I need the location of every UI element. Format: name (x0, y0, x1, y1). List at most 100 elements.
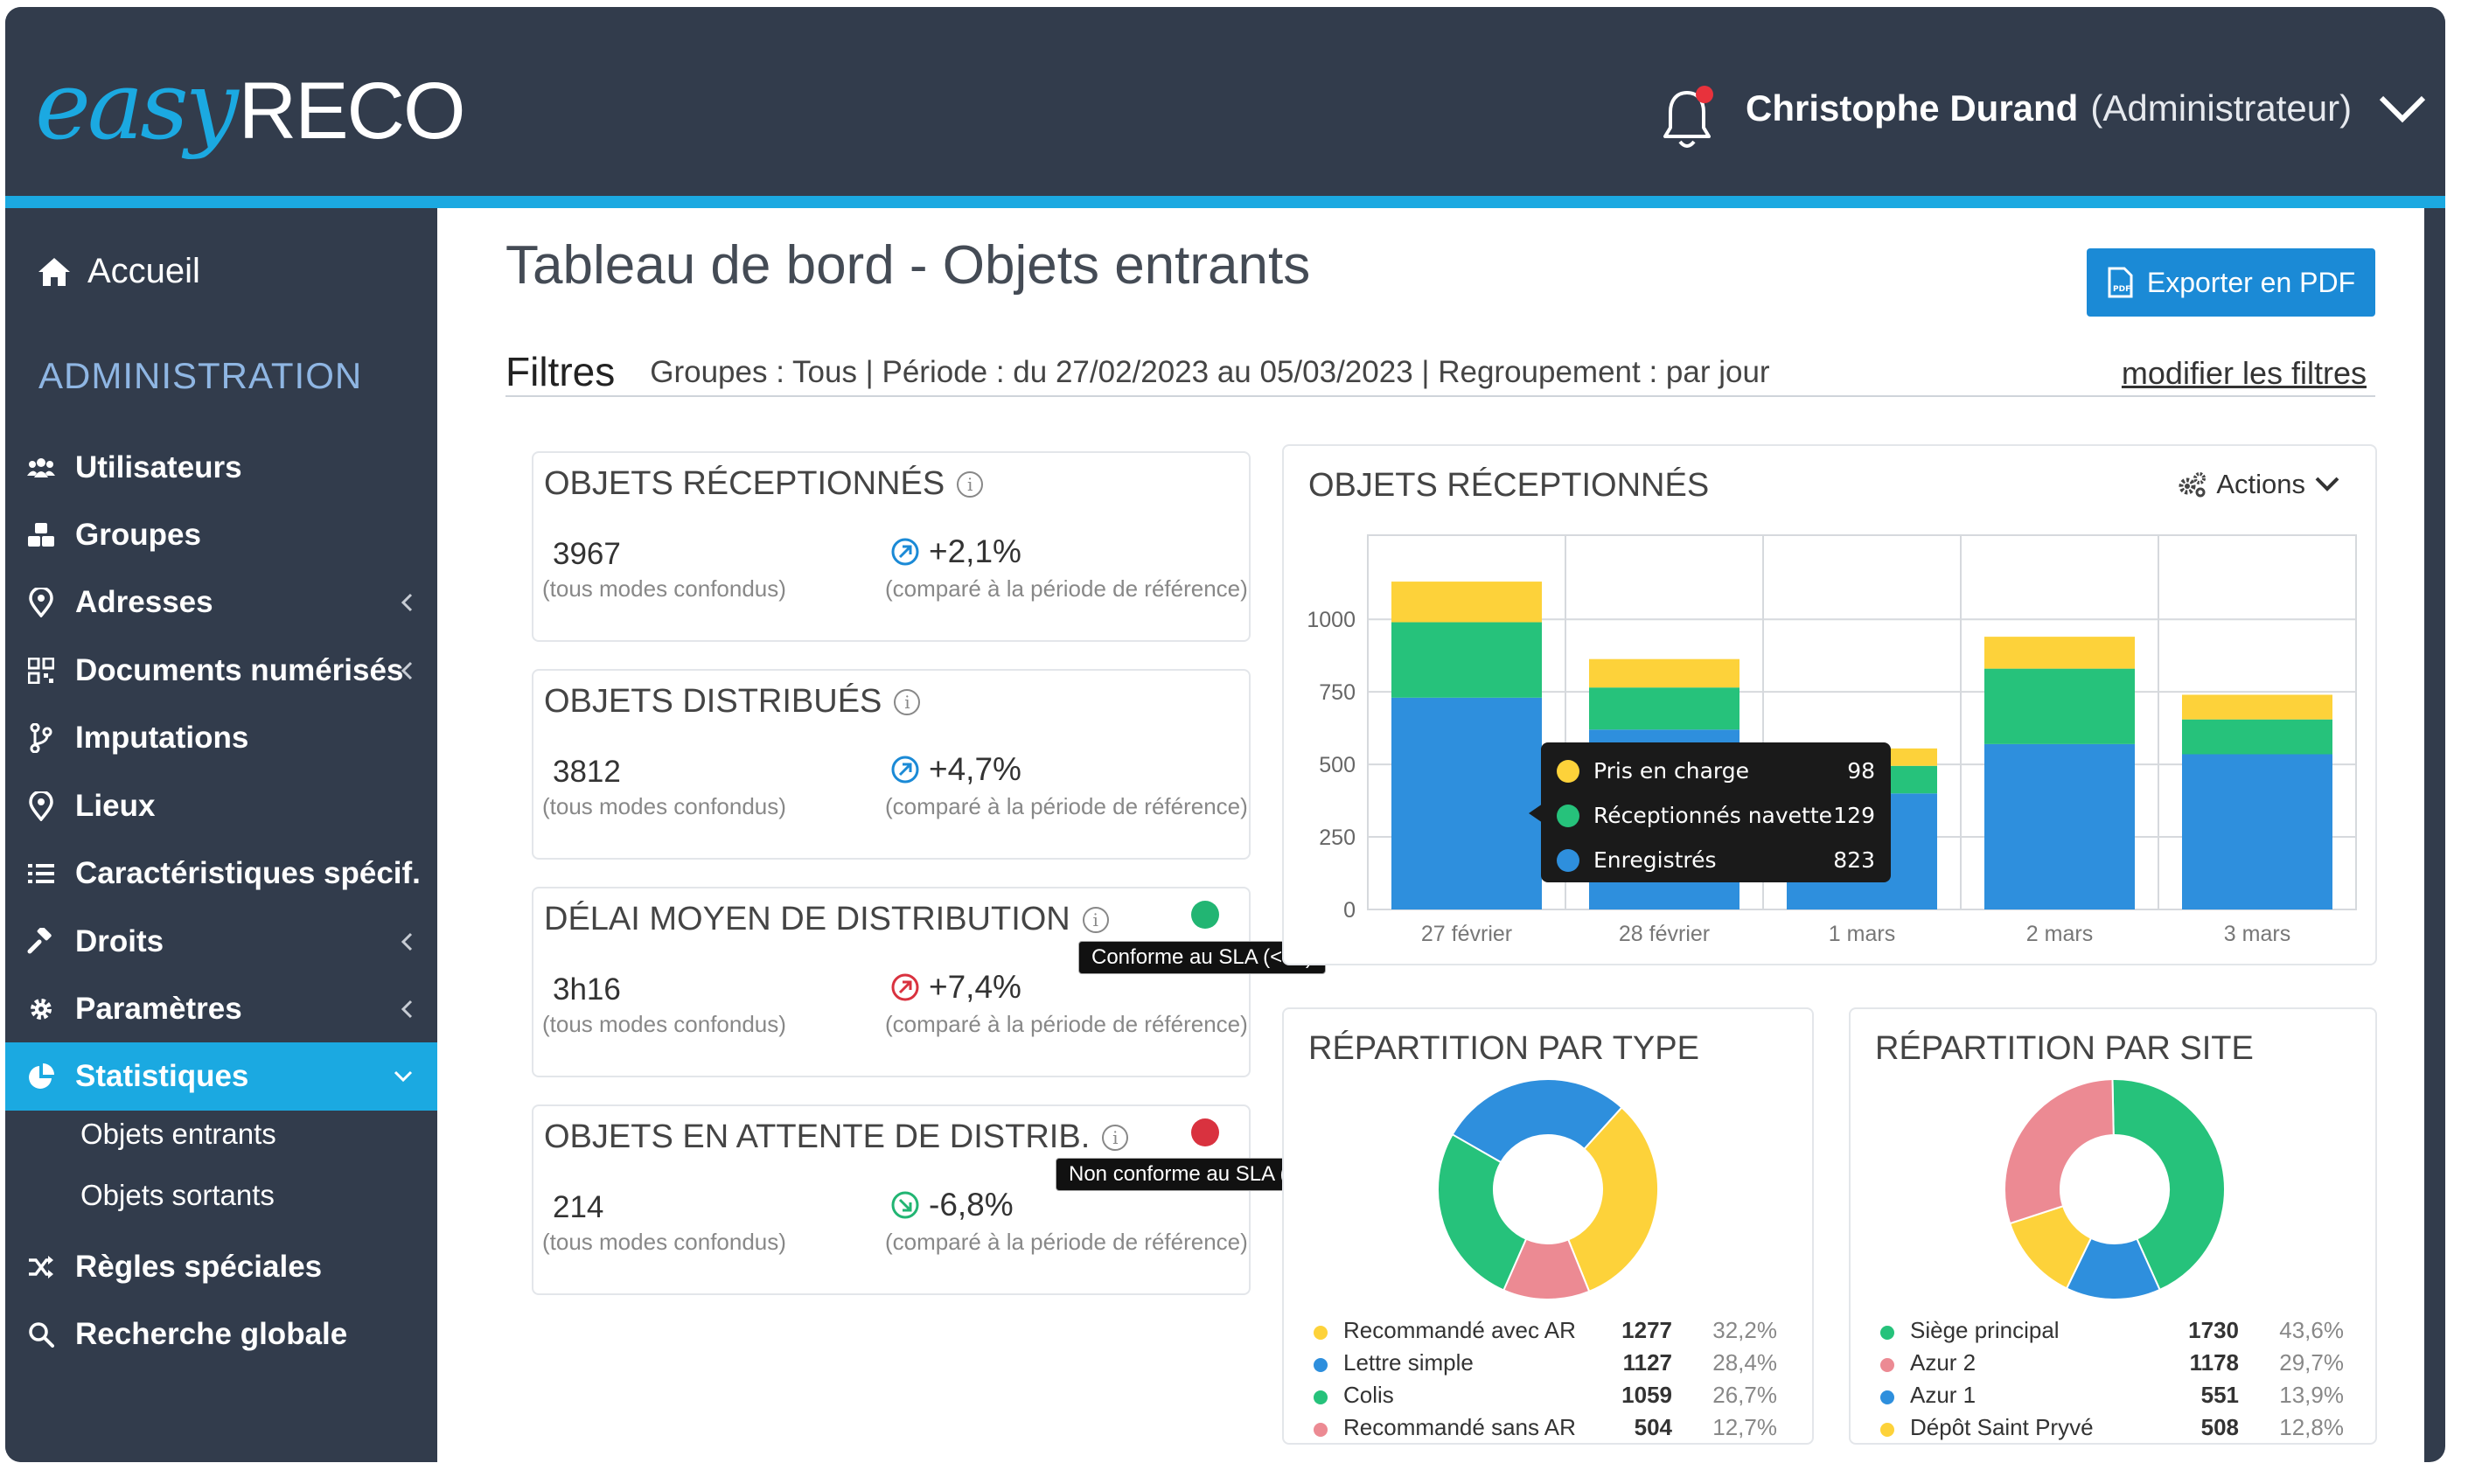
sidebar-item-home[interactable]: Accueil (37, 252, 200, 291)
type-donut-chart (1437, 1078, 1659, 1300)
bar-segment (1391, 697, 1542, 909)
sidebar-item-special-rules[interactable]: Règles spéciales (5, 1233, 437, 1301)
tooltip-series-value: 823 (1833, 847, 1875, 873)
sidebar-item-label: Imputations (75, 721, 249, 755)
sidebar-item-label: Statistiques (75, 1059, 249, 1093)
actions-menu[interactable]: Actions (2178, 469, 2340, 500)
sidebar-item-label: Documents numérisés (75, 653, 404, 687)
kpi-change-note: (comparé à la période de référence) (885, 793, 1248, 819)
sidebar-item-label: Paramètres (75, 992, 242, 1026)
gear-icon (31, 999, 52, 1020)
svg-text:PDF: PDF (2113, 285, 2130, 294)
sidebar-item-label: Adresses (75, 585, 213, 619)
legend-label: Colis (1343, 1382, 1394, 1408)
map-pin-icon (29, 791, 53, 821)
app-window: easy RECO Christophe Durand (Administrat… (5, 7, 2445, 1462)
sidebar-item-global-search[interactable]: Recherche globale (5, 1300, 437, 1369)
sidebar-item-imputations[interactable]: Imputations (5, 704, 437, 772)
sidebar-item-addresses[interactable]: Adresses (5, 568, 437, 637)
sidebar-section-title: ADMINISTRATION (38, 355, 363, 396)
sidebar-item-specific-features[interactable]: Caractéristiques spécif. (5, 840, 437, 908)
chevron-left-icon (401, 661, 413, 680)
chevron-left-icon (401, 1000, 413, 1019)
gears-icon (2179, 472, 2207, 498)
sidebar-item-label: Recherche globale (75, 1317, 348, 1351)
info-icon[interactable]: i (1082, 906, 1109, 933)
kpi-title: OBJETS EN ATTENTE DE DISTRIB. (544, 1118, 1091, 1155)
groups-icon (28, 523, 54, 547)
tooltip-swatch (1557, 849, 1579, 872)
kpi-change: +7,4% (929, 969, 1021, 1005)
sidebar: Accueil ADMINISTRATION Utilisateurs Grou… (5, 208, 437, 1462)
bar-segment (1589, 658, 1739, 688)
users-icon (27, 458, 55, 477)
kpi-value: 3812 (553, 755, 621, 789)
chevron-down-icon (2315, 477, 2339, 491)
legend-label: Azur 2 (1910, 1349, 1976, 1376)
x-tick-label: 3 mars (2224, 922, 2290, 946)
legend-percent: 29,7% (2279, 1349, 2344, 1376)
actions-label: Actions (2216, 469, 2305, 499)
trend-up-icon (891, 756, 919, 784)
top-bar: easy RECO Christophe Durand (Administrat… (5, 7, 2445, 196)
sla-status-dot[interactable] (1191, 901, 1219, 929)
bar-segment (1984, 637, 2135, 669)
sidebar-item-groups[interactable]: Groupes (5, 501, 437, 569)
user-menu[interactable]: Christophe Durand (Administrateur) (1746, 87, 2427, 129)
legend-row: Azur 1 551 13,9% (1880, 1382, 2353, 1413)
legend-count: 551 (2200, 1382, 2239, 1408)
legend-row: Azur 2 1178 29,7% (1880, 1349, 2353, 1381)
sidebar-item-rights[interactable]: Droits (5, 908, 437, 976)
legend-count: 504 (1634, 1414, 1672, 1440)
kpi-value-note: (tous modes confondus) (542, 1229, 786, 1255)
legend-percent: 12,8% (2279, 1414, 2344, 1440)
home-icon (38, 257, 70, 286)
sla-status-dot[interactable] (1191, 1118, 1219, 1146)
app-logo[interactable]: easy RECO (35, 59, 466, 173)
legend-count: 1277 (1621, 1317, 1672, 1343)
sidebar-item-places[interactable]: Lieux (5, 772, 437, 840)
tooltip-series-name: Pris en charge (1593, 758, 1750, 784)
legend-swatch (1314, 1390, 1328, 1404)
legend-count: 1059 (1621, 1382, 1672, 1408)
tooltip-row: Enregistrés 823 (1557, 844, 1875, 879)
sidebar-item-statistics[interactable]: Statistiques (5, 1042, 437, 1111)
kpi-card-avg-delay: DÉLAI MOYEN DE DISTRIBUTION i 3h16 (tous … (532, 887, 1251, 1077)
sidebar-item-settings[interactable]: Paramètres (5, 975, 437, 1043)
sidebar-subitem-incoming[interactable]: Objets entrants (80, 1118, 276, 1150)
pie-chart-icon (29, 1063, 54, 1089)
legend-percent: 13,9% (2279, 1382, 2344, 1408)
kpi-change-note: (comparé à la période de référence) (885, 575, 1248, 602)
kpi-card-received: OBJETS RÉCEPTIONNÉS i 3967 (tous modes co… (532, 451, 1251, 642)
y-tick-label: 250 (1319, 826, 1356, 850)
kpi-value-note: (tous modes confondus) (542, 1011, 786, 1037)
export-pdf-button[interactable]: PDF Exporter en PDF (2087, 248, 2375, 317)
tooltip-row: Pris en charge 98 (1557, 755, 1875, 790)
bar-chart-title: OBJETS RÉCEPTIONNÉS (1308, 467, 1710, 504)
info-icon[interactable]: i (957, 470, 984, 498)
sidebar-item-users[interactable]: Utilisateurs (5, 434, 437, 502)
legend-percent: 12,7% (1712, 1414, 1777, 1440)
kpi-card-distributed: OBJETS DISTRIBUÉS i 3812 (tous modes conf… (532, 669, 1251, 860)
legend-label: Azur 1 (1910, 1382, 1976, 1408)
bell-icon[interactable] (1656, 84, 1718, 154)
sidebar-item-label: Utilisateurs (75, 450, 242, 484)
map-pin-icon (29, 588, 53, 617)
donut-slice (1566, 1106, 1659, 1293)
type-chart-title: RÉPARTITION PAR TYPE (1308, 1030, 1699, 1067)
kpi-change: +4,7% (929, 751, 1021, 787)
branch-icon (30, 723, 52, 753)
modify-filters-link[interactable]: modifier les filtres (2121, 355, 2367, 391)
info-icon[interactable]: i (1102, 1124, 1129, 1151)
kpi-change: +2,1% (929, 533, 1021, 569)
y-tick-label: 1000 (1307, 608, 1356, 632)
gavel-icon (27, 928, 52, 954)
chevron-down-icon (394, 1070, 413, 1083)
legend-row: Siège principal 1730 43,6% (1880, 1317, 2353, 1348)
sidebar-subitem-outgoing[interactable]: Objets sortants (80, 1179, 275, 1211)
sidebar-item-scanned-documents[interactable]: Documents numérisés (5, 637, 437, 705)
info-icon[interactable]: i (894, 688, 921, 715)
bar-segment (1391, 622, 1542, 698)
legend-percent: 43,6% (2279, 1317, 2344, 1343)
sidebar-item-label: Droits (75, 924, 164, 958)
